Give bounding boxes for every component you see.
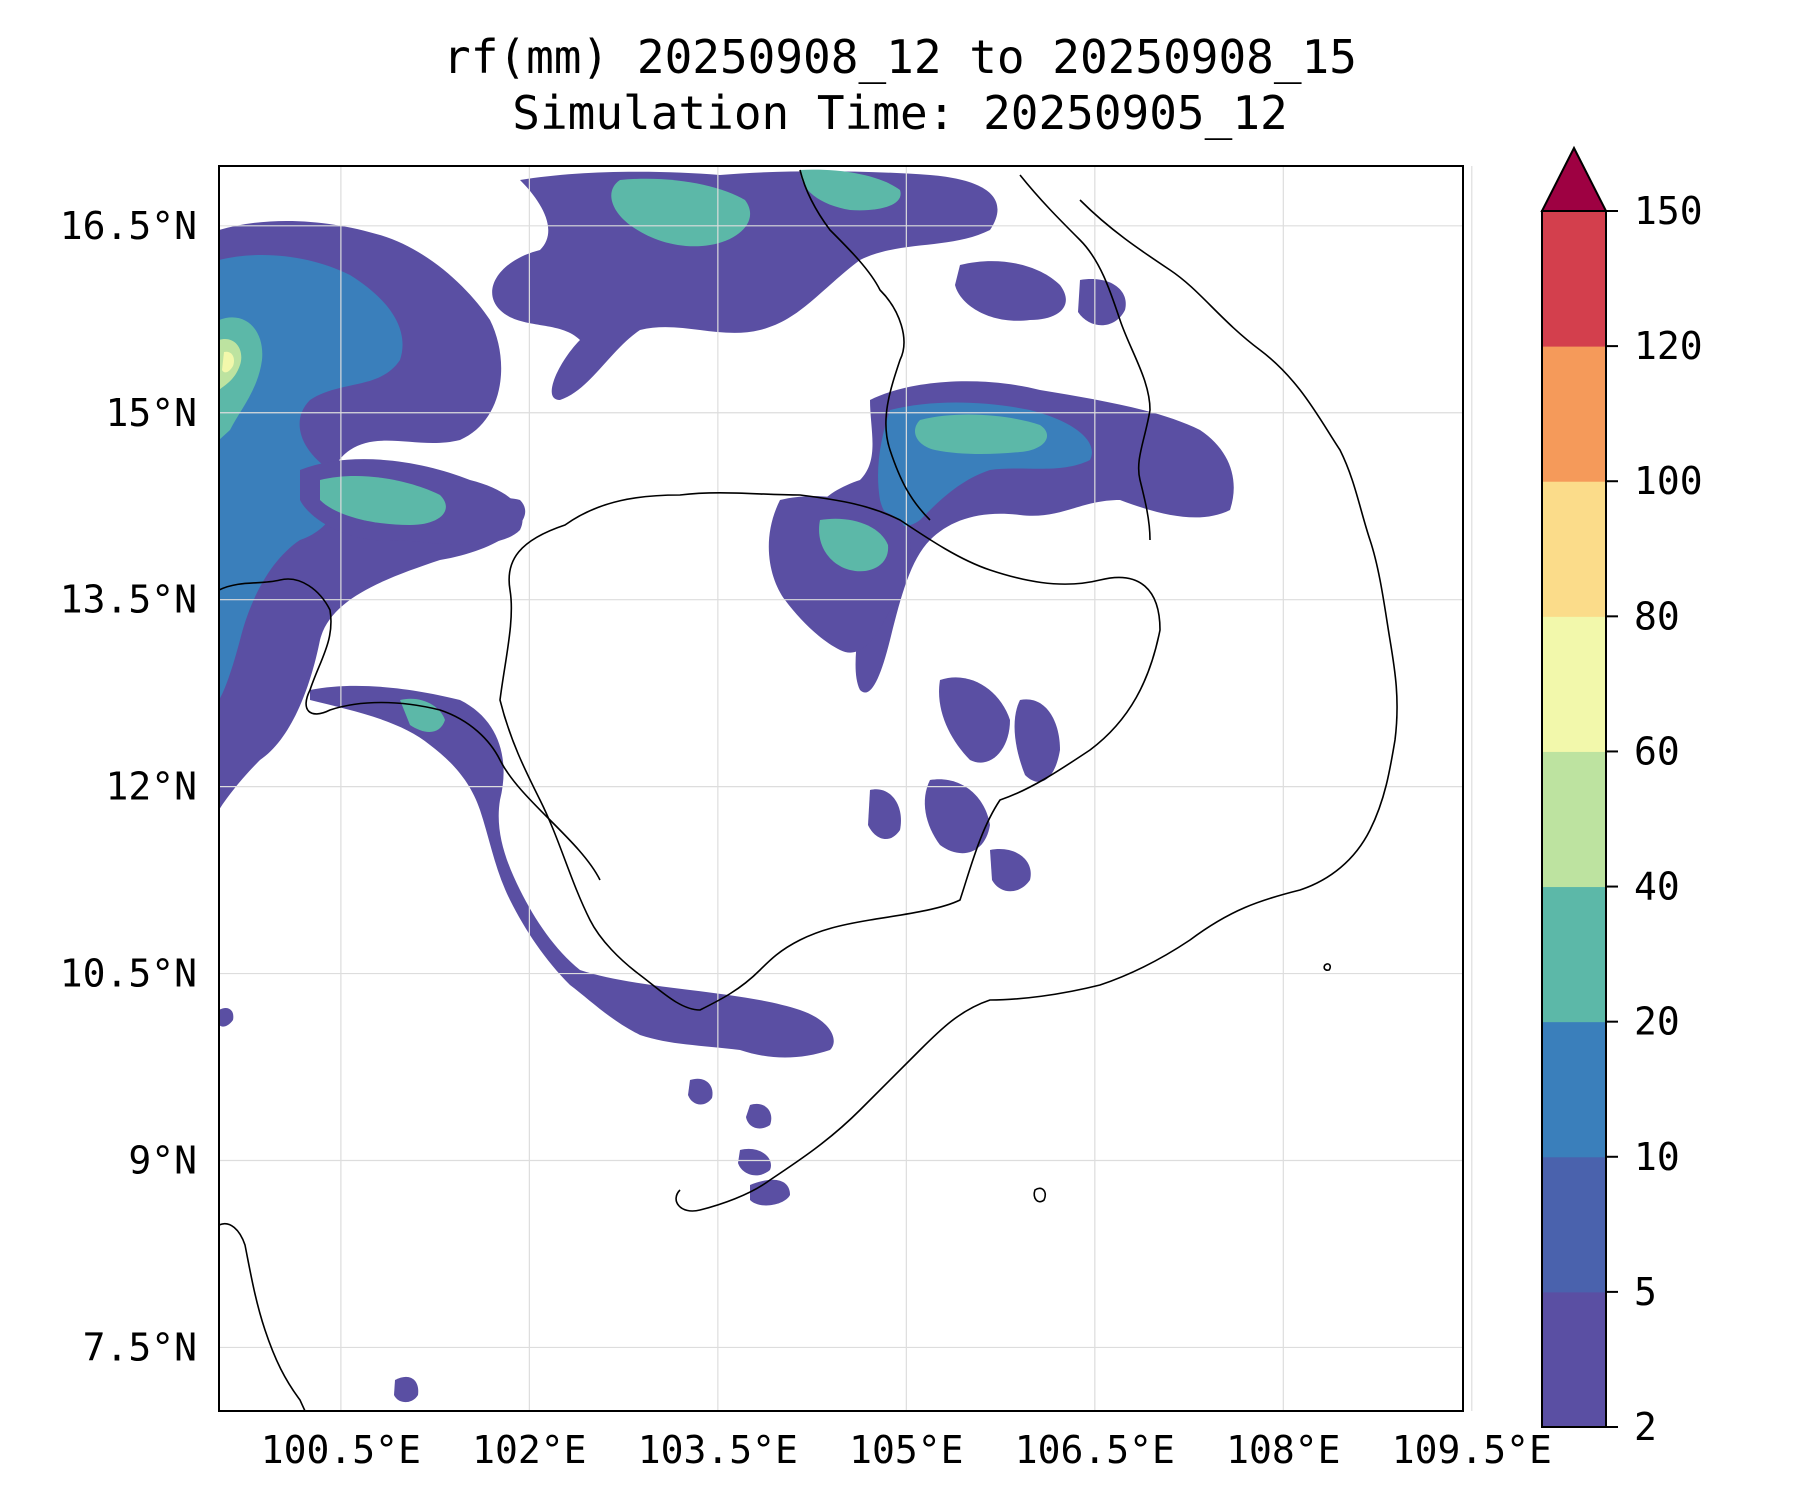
lon-tick-label: 108°E bbox=[1226, 1428, 1340, 1472]
rain-region-ne2 bbox=[1078, 279, 1126, 326]
colorbar-segment bbox=[1542, 751, 1606, 888]
rain-region-s2 bbox=[1014, 699, 1060, 782]
rain-region-s1 bbox=[939, 677, 1010, 763]
rain-region-w14-20 bbox=[320, 475, 446, 525]
vietnam-laos-border bbox=[1019, 174, 1151, 541]
colorbar-segment bbox=[1542, 1021, 1606, 1158]
colorbar-tick-label: 150 bbox=[1634, 189, 1703, 233]
lat-tick-label: 9°N bbox=[128, 1139, 197, 1183]
rain-region-s8 bbox=[738, 1148, 771, 1176]
colorbar-tick-label: 60 bbox=[1634, 729, 1680, 773]
rain-region-s7 bbox=[746, 1103, 772, 1129]
lat-tick-label: 13.5°N bbox=[60, 578, 197, 622]
lat-tick-label: 7.5°N bbox=[83, 1325, 197, 1369]
colorbar-segment bbox=[1542, 346, 1606, 482]
colorbar-tick-label: 20 bbox=[1634, 1000, 1680, 1044]
lon-tick-label: 105°E bbox=[849, 1428, 963, 1472]
cambodia-border bbox=[499, 491, 1161, 1011]
coastlines-borders bbox=[219, 169, 1398, 1411]
vietnam-coast bbox=[675, 199, 1398, 1212]
figure-subtitle: Simulation Time: 20250905_12 bbox=[512, 86, 1288, 140]
colorbar-tick-label: 80 bbox=[1634, 594, 1680, 638]
rain-region-w-edge bbox=[219, 1008, 234, 1027]
rain-region-s3 bbox=[924, 779, 990, 854]
phuquoc-island bbox=[1033, 1187, 1047, 1203]
laos-border bbox=[799, 169, 931, 521]
map-frame bbox=[218, 165, 1464, 1412]
longitude-tick-labels: 100.5°E 102°E 103.5°E 105°E 106.5°E 108°E 109.… bbox=[261, 1428, 1552, 1472]
lat-tick-label: 10.5°N bbox=[60, 952, 197, 996]
colorbar-extend-arrow bbox=[1540, 145, 1608, 212]
colorbar-segment bbox=[1542, 1156, 1606, 1293]
colorbar-outline bbox=[1541, 210, 1607, 1428]
rain-region-ne bbox=[955, 261, 1066, 321]
lon-tick-label: 106.5°E bbox=[1015, 1428, 1175, 1472]
rain-region-north-20b bbox=[800, 169, 901, 211]
colorbar-segment bbox=[1542, 616, 1606, 752]
colorbar-tick-label: 100 bbox=[1634, 459, 1703, 503]
colorbar-tick-label: 2 bbox=[1634, 1405, 1657, 1449]
condao-island bbox=[1323, 963, 1332, 971]
colorbar-tick-label: 5 bbox=[1634, 1270, 1657, 1314]
latitude-tick-labels: 16.5°N 15°N 13.5°N 12°N 10.5°N 9°N 7.5°N bbox=[60, 204, 197, 1370]
rain-region-s5 bbox=[990, 849, 1031, 892]
lat-tick-label: 15°N bbox=[105, 391, 197, 435]
lon-tick-label: 109.5°E bbox=[1392, 1428, 1552, 1472]
rain-region-north-20 bbox=[611, 178, 751, 247]
lon-tick-label: 100.5°E bbox=[261, 1428, 421, 1472]
rain-region-north bbox=[492, 171, 998, 400]
colorbar-tick-label: 40 bbox=[1634, 865, 1680, 909]
rain-region-coast-20 bbox=[400, 698, 445, 732]
malay-coast bbox=[219, 1223, 306, 1411]
rain-region-nw-60 bbox=[222, 351, 234, 373]
figure-title: rf(mm) 20250908_12 to 20250908_15 bbox=[443, 30, 1357, 84]
colorbar-segment bbox=[1542, 886, 1606, 1023]
colorbar-tick-label: 10 bbox=[1634, 1135, 1680, 1179]
colorbar-segment bbox=[1542, 211, 1606, 347]
lon-tick-label: 103.5°E bbox=[638, 1428, 798, 1472]
rain-region-east-20 bbox=[915, 414, 1048, 455]
lon-tick-label: 102°E bbox=[472, 1428, 586, 1472]
colorbar-segment bbox=[1542, 481, 1606, 617]
colorbar-segment bbox=[1542, 1291, 1606, 1428]
colorbar: 2 5 10 20 40 60 80 100 120 150 bbox=[1540, 145, 1703, 1449]
lat-tick-label: 16.5°N bbox=[60, 204, 197, 248]
rain-region-sw1 bbox=[394, 1376, 419, 1403]
rain-region-s4 bbox=[868, 789, 901, 840]
lat-tick-label: 12°N bbox=[105, 765, 197, 809]
colorbar-tick-label: 120 bbox=[1634, 324, 1703, 368]
rainfall-layer bbox=[219, 169, 1234, 1403]
rain-region-s6 bbox=[688, 1078, 713, 1105]
thailand-coast bbox=[219, 578, 601, 881]
gridlines bbox=[219, 166, 1473, 1411]
rain-region-coast bbox=[310, 685, 834, 1058]
rain-region-central-20 bbox=[819, 518, 889, 572]
